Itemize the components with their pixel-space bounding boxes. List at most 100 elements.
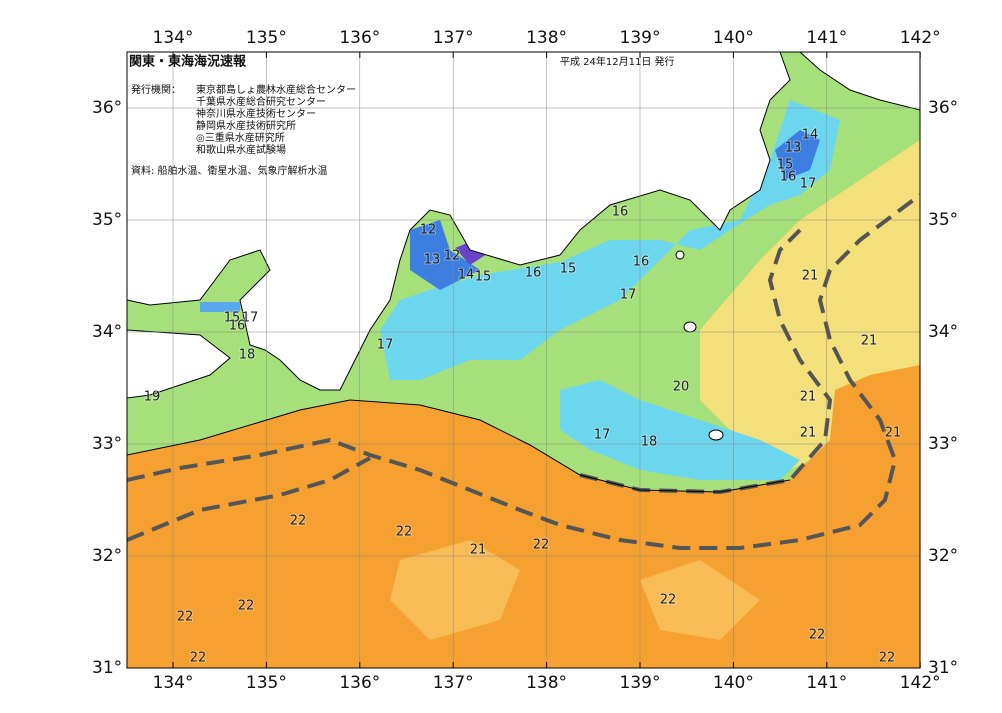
issuer: 静岡県水産技術研究所 [196, 119, 296, 132]
contour-label: 12 [420, 223, 437, 238]
lat-label: 32° [92, 546, 122, 566]
axis-labels: 134° 134° 135° 135° 136° 136° 137° 137° 138° 138°… [92, 28, 958, 693]
lat-label: 34° [928, 322, 958, 342]
lon-label: 142° [900, 28, 941, 48]
contour-label: 15 [560, 262, 577, 277]
contour-label: 17 [800, 177, 817, 192]
issuer-label: 発行機関： [131, 83, 181, 96]
contour-label: 22 [190, 651, 207, 666]
land-shikoku [127, 329, 231, 399]
island [683, 321, 697, 333]
lon-label: 137° [433, 28, 474, 48]
contour-label: 18 [641, 435, 658, 450]
lat-label: 34° [92, 322, 122, 342]
contour-label: 22 [290, 514, 307, 529]
contour-label: 16 [525, 266, 542, 281]
kuroshio-axis-2 [127, 456, 371, 542]
sea-blue-3 [200, 302, 240, 312]
map-frame [126, 51, 921, 669]
lon-label: 134° [153, 673, 194, 693]
lon-label: 139° [620, 673, 661, 693]
contour-label: 21 [885, 426, 902, 441]
contour-label: 14 [458, 268, 475, 283]
contour-label: 13 [785, 141, 802, 156]
contour-label: 21 [861, 334, 878, 349]
lat-label: 32° [928, 546, 958, 566]
contour-label: 21 [802, 269, 819, 284]
lat-label: 36° [928, 98, 958, 118]
contour-label: 15 [475, 270, 492, 285]
contour-label: 17 [620, 288, 637, 303]
island [708, 429, 724, 441]
sea-blue-2 [775, 130, 820, 180]
contour-label: 22 [533, 538, 550, 553]
lon-label: 139° [620, 28, 661, 48]
contour-label: 20 [673, 380, 690, 395]
issuer: ◎三重県水産研究所 [196, 131, 285, 144]
contour-label: 15 [777, 158, 794, 173]
lon-label: 141° [806, 28, 847, 48]
contour-label: 17 [594, 428, 611, 443]
contour-label: 13 [424, 253, 441, 268]
lat-label: 35° [92, 210, 122, 230]
issuer: 和歌山県水産試験場 [196, 143, 286, 156]
issuer: 千葉県水産総合研究センター [196, 95, 326, 108]
contour-label: 18 [239, 348, 256, 363]
lon-label: 141° [806, 673, 847, 693]
lon-label: 136° [339, 673, 380, 693]
map-area [127, 52, 920, 668]
lat-label: 31° [92, 658, 122, 678]
lon-label: 140° [713, 673, 754, 693]
sea-cyan [380, 100, 840, 380]
lon-label: 135° [246, 673, 287, 693]
contour-label: 12 [444, 249, 461, 264]
contour-label: 16 [633, 255, 650, 270]
land-honshu [127, 52, 791, 391]
contour-label: 22 [238, 599, 255, 614]
issuer: 神奈川県水産技術センター [196, 107, 316, 120]
map-title: 関東・東海海況速報 [129, 54, 247, 70]
sea-blue [410, 220, 480, 290]
lon-label: 142° [900, 673, 941, 693]
contour-label: 14 [802, 128, 819, 143]
lon-label: 138° [526, 673, 567, 693]
lon-label: 135° [246, 28, 287, 48]
contour [127, 399, 791, 493]
contour-label: 21 [800, 426, 817, 441]
contour-label: 22 [177, 610, 194, 625]
contour-label: 22 [879, 651, 896, 666]
sea-cyan-2 [560, 380, 800, 480]
contour-label: 16 [229, 319, 246, 334]
issuer-list: 東京都島しょ農林水産総合センター千葉県水産総合研究センター神奈川県水産技術センタ… [196, 83, 356, 156]
contour-label: 16 [780, 170, 797, 185]
lon-label: 134° [153, 28, 194, 48]
issue-date: 平成 24年12月11日 発行 [560, 55, 675, 68]
lat-label: 33° [928, 434, 958, 454]
lat-label: 35° [928, 210, 958, 230]
lon-label: 138° [526, 28, 567, 48]
lat-label: 31° [928, 658, 958, 678]
contour-label: 22 [396, 525, 413, 540]
contour-label: 21 [470, 543, 487, 558]
contour-label: 21 [800, 390, 817, 405]
lon-label: 137° [433, 673, 474, 693]
island [675, 250, 685, 260]
contour-label: 15 [224, 311, 241, 326]
lat-label: 36° [92, 98, 122, 118]
contour-label: 17 [242, 311, 259, 326]
lat-label: 33° [92, 434, 122, 454]
grid [127, 52, 920, 668]
contour-label: 22 [809, 628, 826, 643]
land-chiba [799, 52, 920, 111]
issuer: 東京都島しょ農林水産総合センター [196, 83, 356, 96]
lon-label: 136° [339, 28, 380, 48]
sea-orange-light-2 [640, 560, 760, 640]
contour-label: 22 [660, 593, 677, 608]
contour-label: 19 [144, 390, 161, 405]
kuroshio-axis [127, 193, 920, 550]
contour-label: 17 [377, 338, 394, 353]
sea-orange-light [390, 540, 520, 640]
lon-label: 140° [713, 28, 754, 48]
source-note: 資料: 船舶水温、衛星水温、気象庁解析水温 [131, 164, 328, 177]
